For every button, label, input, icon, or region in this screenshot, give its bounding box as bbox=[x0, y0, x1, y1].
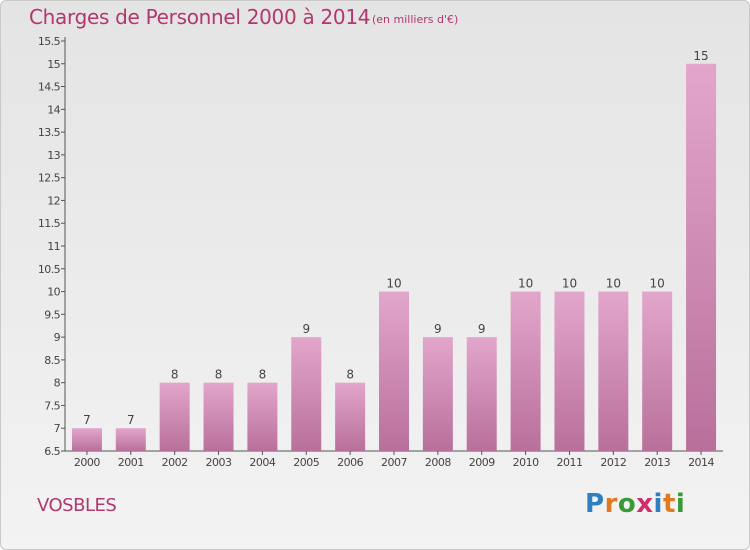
data-label: 7 bbox=[83, 413, 91, 427]
bar bbox=[335, 382, 366, 451]
logo-letter: o bbox=[617, 489, 637, 519]
bar bbox=[291, 337, 322, 451]
proxiti-logo[interactable]: Proxiti bbox=[585, 489, 685, 519]
y-tick-label: 6.5 bbox=[44, 445, 60, 458]
x-tick-label: 2007 bbox=[381, 456, 407, 469]
bar bbox=[203, 382, 234, 451]
bar bbox=[115, 428, 146, 451]
x-tick-label: 2011 bbox=[556, 456, 582, 469]
y-tick-label: 10.5 bbox=[38, 263, 61, 276]
data-label: 9 bbox=[434, 322, 442, 336]
y-tick-label: 14 bbox=[47, 103, 60, 116]
logo-letter: P bbox=[585, 489, 605, 519]
logo-letter: x bbox=[636, 489, 654, 519]
data-label: 10 bbox=[650, 277, 665, 291]
y-tick-label: 11.5 bbox=[38, 217, 61, 230]
logo-letter: i bbox=[653, 489, 663, 519]
data-label: 8 bbox=[346, 368, 354, 382]
x-tick-label: 2005 bbox=[293, 456, 319, 469]
y-tick-label: 12.5 bbox=[38, 172, 61, 185]
data-label: 9 bbox=[302, 322, 310, 336]
data-label: 7 bbox=[127, 413, 135, 427]
y-tick-label: 9 bbox=[54, 331, 61, 344]
y-tick-label: 14.5 bbox=[38, 81, 61, 94]
bar bbox=[686, 63, 717, 452]
x-tick-label: 2008 bbox=[425, 456, 451, 469]
x-tick-label: 2006 bbox=[337, 456, 363, 469]
x-tick-label: 2002 bbox=[162, 456, 188, 469]
data-label: 10 bbox=[386, 277, 401, 291]
y-tick-label: 12 bbox=[47, 194, 60, 207]
bar bbox=[598, 291, 629, 451]
commune-name: VOSBLES bbox=[37, 495, 117, 516]
x-tick-label: 2001 bbox=[118, 456, 144, 469]
y-tick-label: 15.5 bbox=[38, 35, 61, 48]
y-tick-label: 9.5 bbox=[44, 308, 60, 321]
y-tick-label: 8.5 bbox=[44, 354, 60, 367]
data-label: 10 bbox=[518, 277, 533, 291]
bar bbox=[554, 291, 585, 451]
data-label: 10 bbox=[562, 277, 577, 291]
bar bbox=[510, 291, 541, 451]
x-tick-label: 2000 bbox=[74, 456, 100, 469]
x-tick-label: 2012 bbox=[600, 456, 626, 469]
bar bbox=[642, 291, 673, 451]
data-label: 8 bbox=[215, 368, 223, 382]
logo-letter: r bbox=[604, 489, 618, 519]
y-tick-label: 13 bbox=[47, 149, 60, 162]
bar bbox=[379, 291, 409, 451]
chart-title: Charges de Personnel 2000 à 2014 bbox=[29, 5, 371, 29]
y-tick-label: 7 bbox=[54, 422, 61, 435]
x-tick-label: 2014 bbox=[688, 456, 714, 469]
bar bbox=[71, 428, 102, 451]
data-label: 8 bbox=[259, 368, 267, 382]
bar bbox=[247, 382, 278, 451]
x-tick-label: 2003 bbox=[206, 456, 232, 469]
x-tick-label: 2010 bbox=[513, 456, 539, 469]
data-label: 9 bbox=[478, 322, 486, 336]
y-tick-label: 11 bbox=[47, 240, 60, 253]
x-tick-label: 2009 bbox=[469, 456, 495, 469]
chart-subtitle: (en milliers d'€) bbox=[372, 13, 459, 26]
x-tick-label: 2013 bbox=[644, 456, 670, 469]
bar bbox=[466, 337, 497, 451]
logo-letter: t bbox=[662, 489, 676, 519]
data-label: 10 bbox=[606, 277, 621, 291]
y-tick-label: 13.5 bbox=[38, 126, 61, 139]
data-label: 8 bbox=[171, 368, 179, 382]
y-tick-label: 10 bbox=[47, 286, 60, 299]
bar bbox=[422, 337, 453, 451]
bar bbox=[159, 382, 190, 451]
y-tick-label: 7.5 bbox=[44, 399, 60, 412]
data-label: 15 bbox=[693, 49, 708, 63]
y-tick-label: 8 bbox=[54, 377, 61, 390]
logo-letter: i bbox=[675, 489, 686, 519]
y-tick-label: 15 bbox=[47, 58, 60, 71]
x-tick-label: 2004 bbox=[249, 456, 275, 469]
